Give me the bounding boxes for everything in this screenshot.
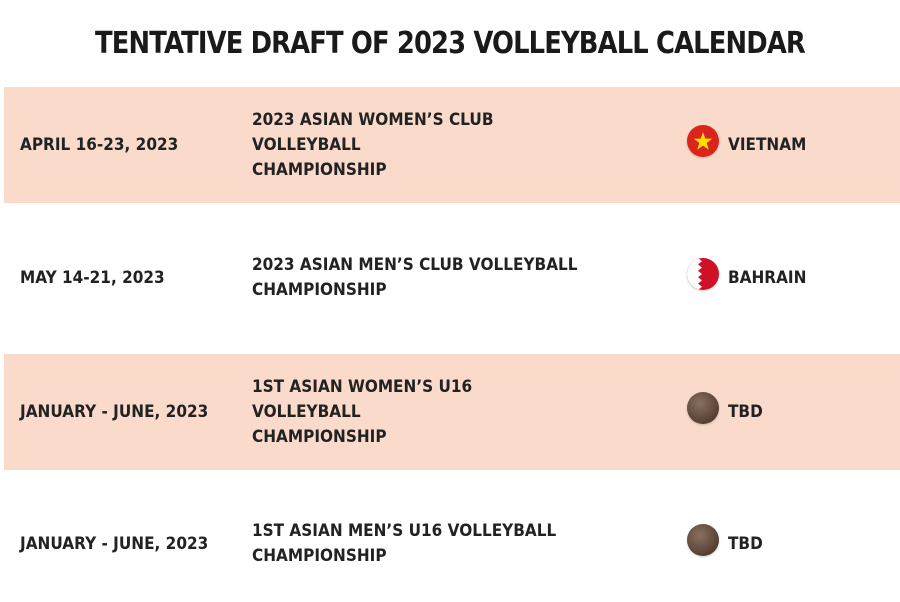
calendar-row: APRIL 16-23, 2023 2023 ASIAN WOMEN’S CLU… <box>4 87 900 203</box>
event-name: 1ST ASIAN MEN’S U16 VOLLEYBALL CHAMPIONS… <box>252 486 585 602</box>
calendar-row: JANUARY - JUNE, 2023 1ST ASIAN WOMEN’S U… <box>4 354 900 470</box>
event-date: MAY 14-21, 2023 <box>20 267 165 288</box>
host-country: VIETNAM <box>728 134 807 155</box>
host-country: BAHRAIN <box>728 267 807 288</box>
event-name-line: CHAMPIONSHIP <box>252 280 387 300</box>
host-country: TBD <box>728 401 763 422</box>
page-title: TENTATIVE DRAFT OF 2023 VOLLEYBALL CALEN… <box>95 26 806 61</box>
event-name: 2023 ASIAN WOMEN’S CLUB VOLLEYBALL CHAMP… <box>252 87 585 203</box>
event-name: 2023 ASIAN MEN’S CLUB VOLLEYBALL CHAMPIO… <box>252 220 585 336</box>
event-date: JANUARY - JUNE, 2023 <box>20 533 209 554</box>
bahrain-flag-icon <box>687 258 719 290</box>
calendar-row: MAY 14-21, 2023 2023 ASIAN MEN’S CLUB VO… <box>4 220 900 336</box>
tbd-circle-icon <box>687 524 719 556</box>
event-name-line: 2023 ASIAN MEN’S CLUB VOLLEYBALL <box>252 255 578 275</box>
event-name-line: CHAMPIONSHIP <box>252 159 387 180</box>
event-name-line: 2023 ASIAN WOMEN’S CLUB VOLLEYBALL <box>252 109 494 155</box>
calendar-row: JANUARY - JUNE, 2023 1ST ASIAN MEN’S U16… <box>4 486 900 602</box>
event-name-line: 1ST ASIAN WOMEN’S U16 VOLLEYBALL <box>252 376 473 422</box>
event-date: APRIL 16-23, 2023 <box>20 134 179 155</box>
host-country: TBD <box>728 533 763 554</box>
event-date: JANUARY - JUNE, 2023 <box>20 401 209 422</box>
tbd-circle-icon <box>687 392 719 424</box>
event-name-line: CHAMPIONSHIP <box>252 426 387 447</box>
event-name-line: 1ST ASIAN MEN’S U16 VOLLEYBALL <box>252 521 557 541</box>
event-name: 1ST ASIAN WOMEN’S U16 VOLLEYBALL CHAMPIO… <box>252 354 585 470</box>
vietnam-flag-icon <box>687 125 719 157</box>
event-name-line: CHAMPIONSHIP <box>252 546 387 566</box>
